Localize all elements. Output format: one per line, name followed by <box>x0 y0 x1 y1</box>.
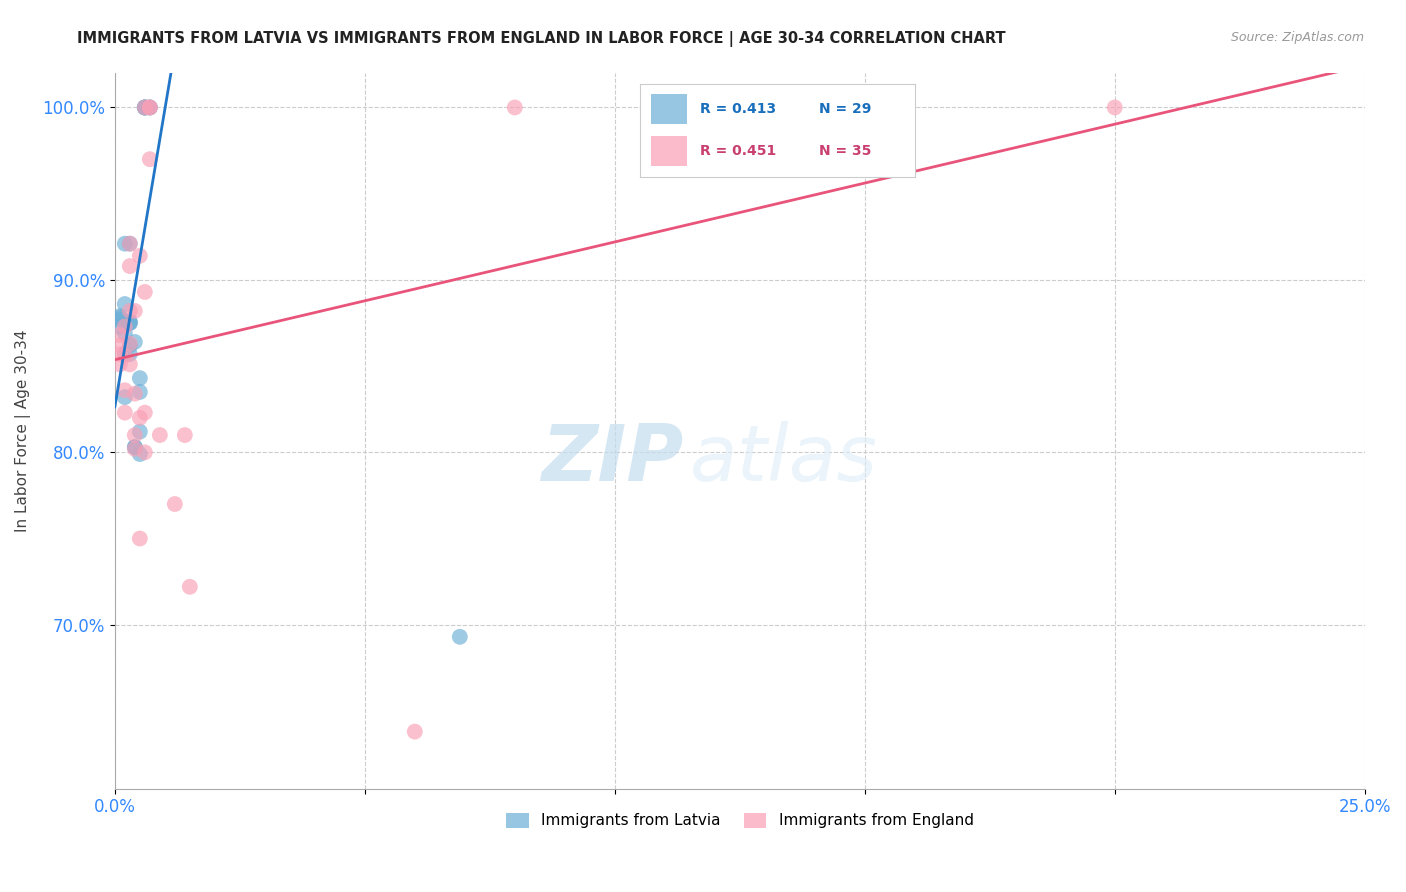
Point <box>108 312 131 326</box>
Point <box>114 349 136 363</box>
Point <box>118 338 141 352</box>
Point <box>114 347 136 361</box>
Point <box>134 100 156 114</box>
Point <box>139 100 162 114</box>
Point <box>108 319 131 334</box>
Point <box>449 630 471 644</box>
Point <box>108 309 131 323</box>
Point <box>134 100 156 114</box>
Point <box>124 304 146 318</box>
Point <box>114 406 136 420</box>
Point <box>118 347 141 361</box>
Point <box>128 447 150 461</box>
Point <box>114 383 136 397</box>
Point <box>108 357 131 371</box>
Point <box>503 100 526 114</box>
Point <box>114 326 136 341</box>
Point <box>134 406 156 420</box>
Y-axis label: In Labor Force | Age 30-34: In Labor Force | Age 30-34 <box>15 329 31 532</box>
Point <box>134 445 156 459</box>
Text: IMMIGRANTS FROM LATVIA VS IMMIGRANTS FROM ENGLAND IN LABOR FORCE | AGE 30-34 COR: IMMIGRANTS FROM LATVIA VS IMMIGRANTS FRO… <box>77 31 1005 47</box>
Point <box>139 100 162 114</box>
Point <box>124 334 146 349</box>
Point <box>128 425 150 439</box>
Point <box>118 316 141 330</box>
Point <box>108 338 131 352</box>
Point <box>124 428 146 442</box>
Point <box>404 724 426 739</box>
Point <box>114 297 136 311</box>
Point <box>118 304 141 318</box>
Point <box>134 100 156 114</box>
Point <box>114 390 136 404</box>
Point <box>149 428 172 442</box>
Point <box>173 428 195 442</box>
Point <box>118 259 141 273</box>
Text: ZIP: ZIP <box>541 421 683 498</box>
Point <box>163 497 186 511</box>
Text: Source: ZipAtlas.com: Source: ZipAtlas.com <box>1230 31 1364 45</box>
Point <box>128 532 150 546</box>
Point <box>108 347 131 361</box>
Point <box>128 384 150 399</box>
Point <box>139 100 162 114</box>
Point <box>118 316 141 330</box>
Point <box>118 314 141 328</box>
Point <box>134 285 156 299</box>
Point <box>124 386 146 401</box>
Point <box>128 371 150 385</box>
Point <box>108 328 131 343</box>
Point <box>134 100 156 114</box>
Point <box>118 357 141 371</box>
Point <box>128 249 150 263</box>
Point <box>124 440 146 454</box>
Point <box>114 236 136 251</box>
Point <box>179 580 201 594</box>
Legend: Immigrants from Latvia, Immigrants from England: Immigrants from Latvia, Immigrants from … <box>501 806 980 835</box>
Point <box>114 319 136 334</box>
Point <box>118 236 141 251</box>
Point <box>118 336 141 351</box>
Point <box>124 440 146 454</box>
Point <box>139 152 162 166</box>
Point <box>108 310 131 325</box>
Point <box>1104 100 1126 114</box>
Point <box>124 442 146 456</box>
Point <box>134 100 156 114</box>
Text: atlas: atlas <box>690 421 877 498</box>
Point <box>139 100 162 114</box>
Point <box>118 236 141 251</box>
Point <box>128 410 150 425</box>
Point <box>703 100 725 114</box>
